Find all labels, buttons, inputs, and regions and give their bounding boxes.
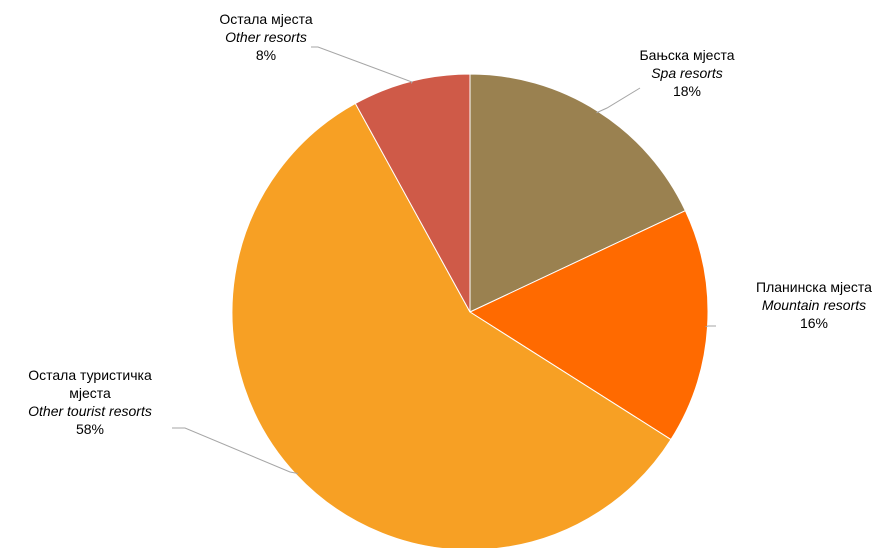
leader-line-other-tourist-resorts [172,427,299,475]
slice-name-mountain-resorts: Планинска мјеста [756,279,872,295]
slice-label-mountain-resorts: Планинска мјеста Mountain resorts 16% [729,278,887,332]
slice-label-other-resorts: Остала мјеста Other resorts 8% [191,10,341,64]
slice-value-mountain-resorts: 16% [799,315,829,331]
slice-name-en-other-resorts: Other resorts [225,29,307,45]
slice-value-other-resorts: 8% [255,47,277,63]
leader-line-spa-resorts [596,87,641,114]
slice-value-spa-resorts: 18% [672,83,702,99]
slice-name-spa-resorts: Бањска мјеста [639,47,735,63]
slice-name-other-resorts: Остала мјеста [219,11,313,27]
leader-line-other-resorts [311,46,413,84]
slice-name-en-spa-resorts: Spa resorts [651,65,723,81]
pie-slice-spa-resorts [469,73,687,313]
slice-name-en-other-tourist-resorts: Other tourist resorts [28,403,152,419]
slice-label-other-tourist-resorts: Остала туристичка мјеста Other tourist r… [0,366,180,438]
slice-value-other-tourist-resorts: 58% [75,421,105,437]
slice-name-other-tourist-resorts: Остала туристичка мјеста [28,367,152,401]
slice-label-spa-resorts: Бањска мјеста Spa resorts 18% [617,46,757,100]
leader-line-mountain-resorts [705,325,716,328]
pie-slice-mountain-resorts [468,209,709,441]
pie-slice-other-tourist-resorts [231,102,672,548]
slice-name-en-mountain-resorts: Mountain resorts [761,297,867,313]
